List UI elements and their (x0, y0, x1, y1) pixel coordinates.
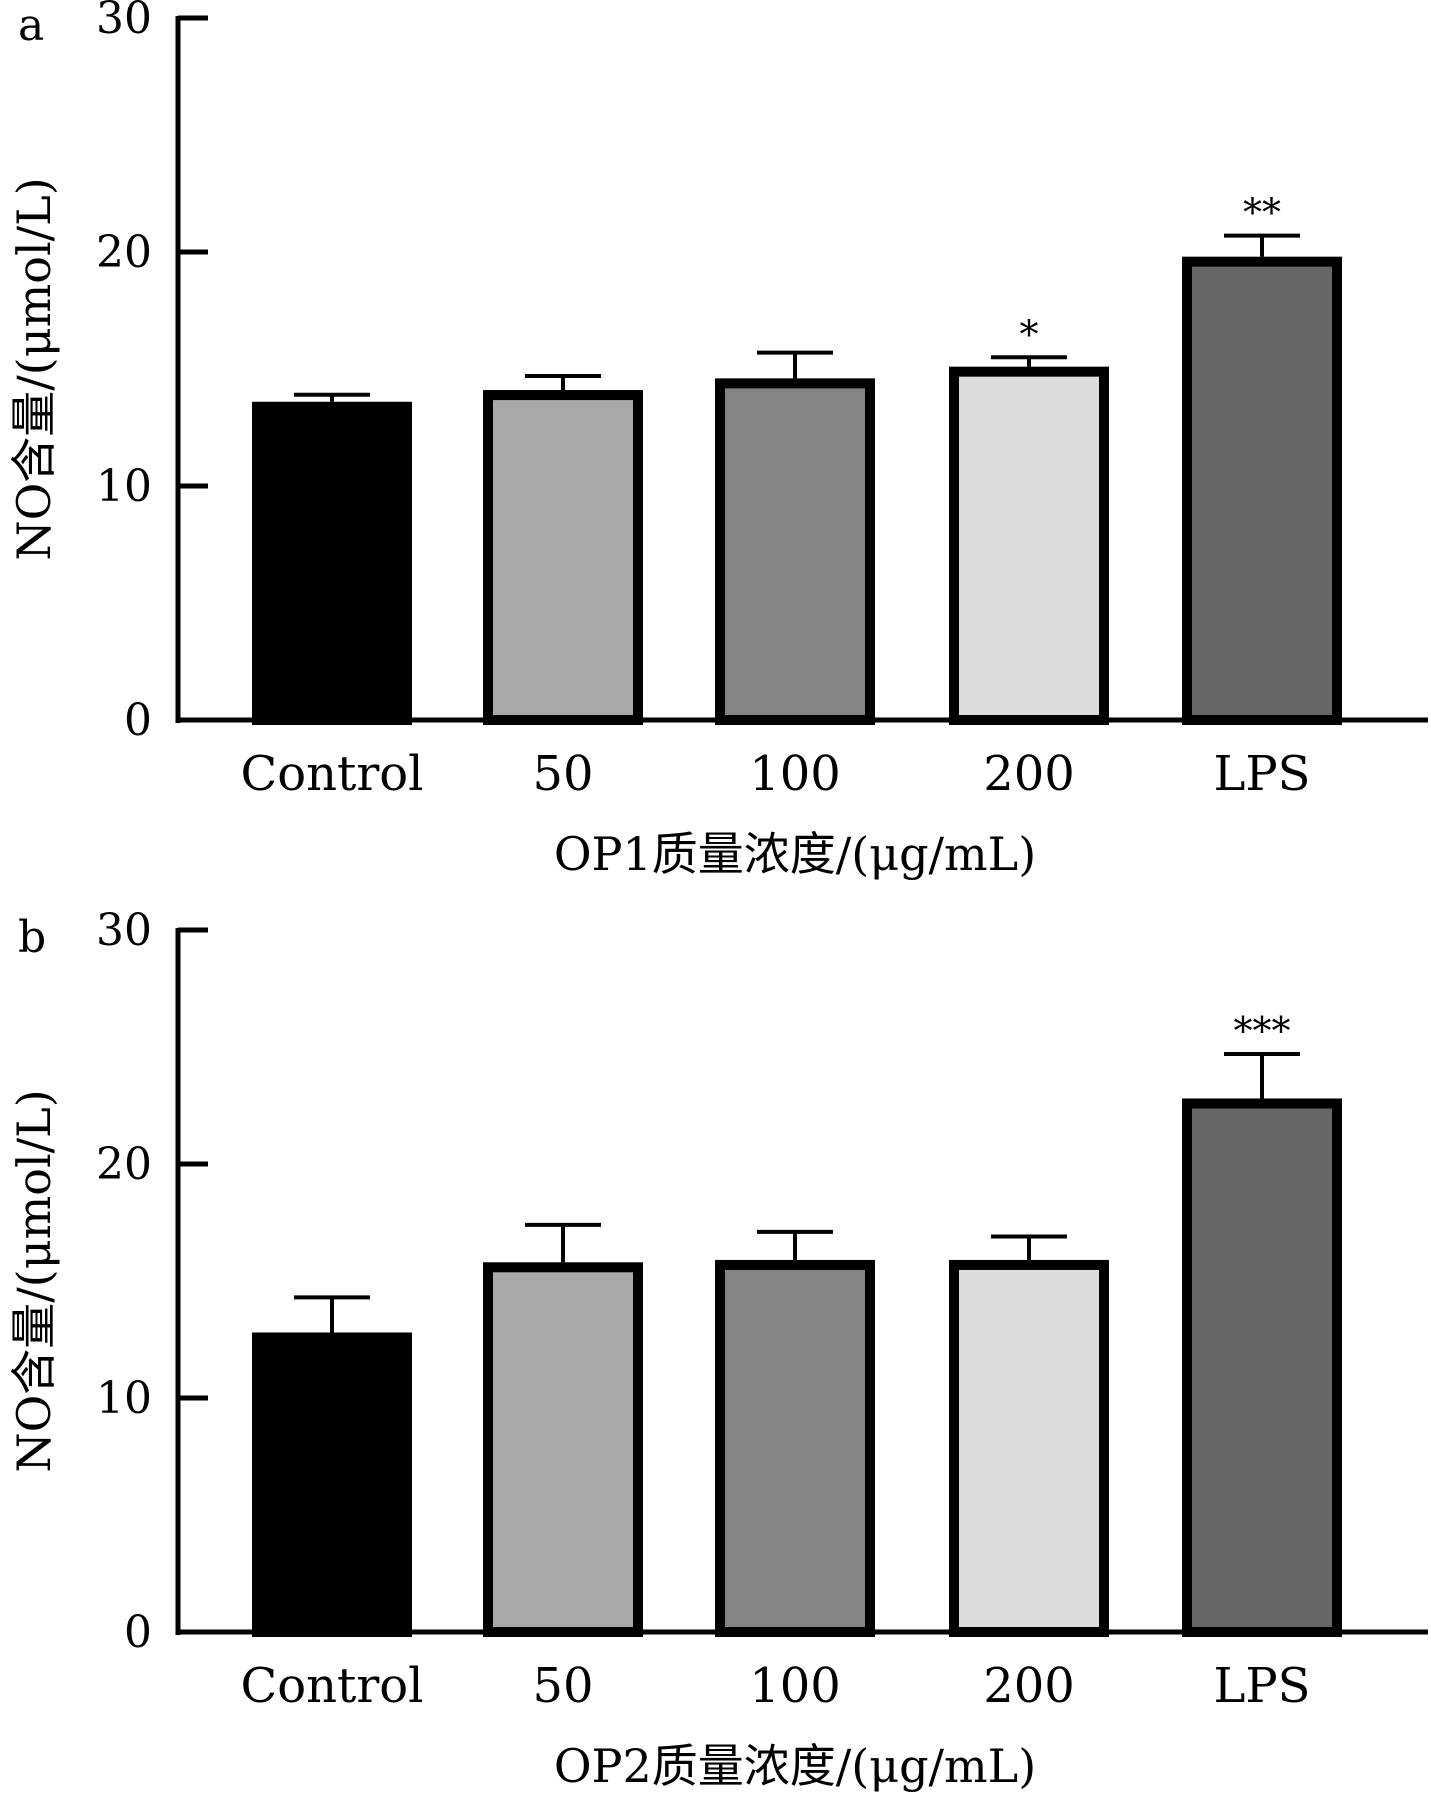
bar-0 (252, 401, 412, 725)
x-tick-label: 50 (532, 1658, 593, 1714)
y-tick-label: 30 (96, 905, 152, 956)
x-tick-label: Control (240, 746, 423, 802)
significance-label-4: ** (1243, 191, 1281, 235)
x-tick-label: 200 (983, 1658, 1075, 1714)
panel-letter: b (18, 912, 46, 963)
significance-label-4: *** (1234, 1009, 1291, 1053)
x-tick-label: 100 (749, 1658, 841, 1714)
chart-panel-b: b 0 10 20 30 NO含量/(μmol/L) Control 50 100 200 *** L… (7, 905, 1428, 1793)
bar-4 (1182, 256, 1342, 725)
y-tick-label: 0 (124, 1607, 152, 1658)
y-tick-label: 0 (124, 695, 152, 746)
x-axis-title: OP2质量浓度/(μg/mL) (554, 1739, 1036, 1793)
bar-4 (1182, 1098, 1342, 1637)
y-tick-label: 20 (96, 1139, 152, 1190)
bar-0 (252, 1332, 412, 1637)
x-tick-label: 200 (983, 746, 1075, 802)
y-tick-label: 10 (96, 461, 152, 512)
x-tick-label: LPS (1213, 1658, 1310, 1714)
y-tick-label: 30 (96, 0, 152, 44)
y-axis-title: NO含量/(μmol/L) (7, 1089, 61, 1472)
y-axis-title: NO含量/(μmol/L) (7, 177, 61, 560)
chart-panel-a: a 0 10 20 30 NO含量/(μmol/L) Control 50 100 * 200 ** L… (7, 0, 1428, 881)
bar-3 (949, 1259, 1109, 1637)
x-axis-title: OP1质量浓度/(μg/mL) (554, 827, 1036, 881)
bar-2 (715, 378, 875, 725)
bar-1 (483, 1262, 643, 1638)
bar-2 (715, 1259, 875, 1637)
significance-label-3: * (1020, 312, 1039, 356)
bar-3 (949, 366, 1109, 725)
y-tick-label: 10 (96, 1373, 152, 1424)
x-tick-label: Control (240, 1658, 423, 1714)
panel-letter: a (18, 0, 44, 51)
y-tick-label: 20 (96, 227, 152, 278)
x-tick-label: 100 (749, 746, 841, 802)
x-tick-label: LPS (1213, 746, 1310, 802)
x-tick-label: 50 (532, 746, 593, 802)
bar-1 (483, 390, 643, 725)
